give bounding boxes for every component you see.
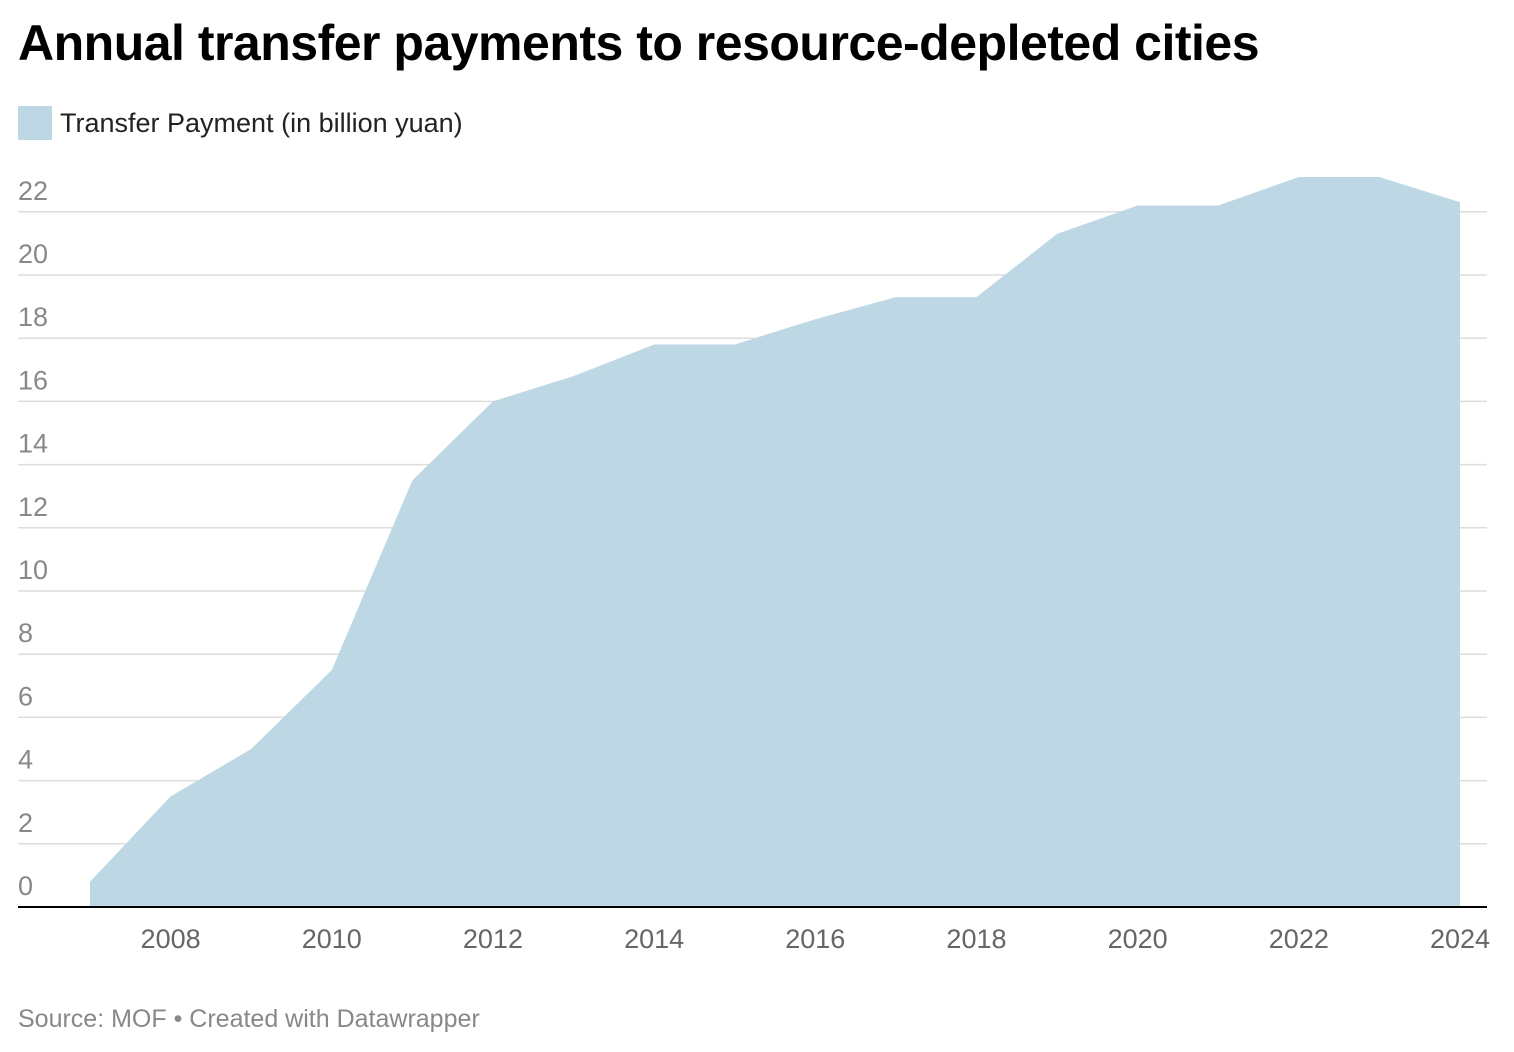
y-tick-label: 14 — [18, 429, 48, 459]
y-tick-label: 16 — [18, 365, 48, 395]
area-fill — [90, 177, 1460, 907]
y-tick-label: 2 — [18, 808, 33, 838]
x-tick-label: 2016 — [785, 924, 845, 954]
y-tick-label: 8 — [18, 618, 33, 648]
y-tick-label: 20 — [18, 239, 48, 269]
x-tick-label: 2008 — [141, 924, 201, 954]
area-series — [90, 177, 1460, 907]
chart-title: Annual transfer payments to resource-dep… — [18, 15, 1260, 71]
x-tick-label: 2012 — [463, 924, 523, 954]
x-tick-label: 2018 — [946, 924, 1006, 954]
x-tick-label: 2020 — [1108, 924, 1168, 954]
y-tick-label: 0 — [18, 871, 33, 901]
legend-swatch — [18, 106, 52, 140]
source-credit: Source: MOF • Created with Datawrapper — [18, 1005, 480, 1033]
x-tick-label: 2010 — [302, 924, 362, 954]
x-tick-label: 2024 — [1430, 924, 1490, 954]
legend: Transfer Payment (in billion yuan) — [18, 106, 463, 140]
x-tick-label: 2014 — [624, 924, 684, 954]
legend-label: Transfer Payment (in billion yuan) — [60, 107, 463, 138]
x-tick-label: 2022 — [1269, 924, 1329, 954]
y-tick-label: 4 — [18, 745, 33, 775]
y-tick-labels: 0 2 4 6 8 10 12 14 16 18 20 22 — [18, 176, 48, 901]
y-tick-label: 18 — [18, 302, 48, 332]
x-axis: 2008 2010 2012 2014 2016 2018 2020 2022 2024 — [18, 906, 1490, 954]
y-tick-label: 10 — [18, 555, 48, 585]
y-tick-label: 22 — [18, 176, 48, 206]
y-tick-label: 6 — [18, 681, 33, 711]
y-tick-label: 12 — [18, 492, 48, 522]
